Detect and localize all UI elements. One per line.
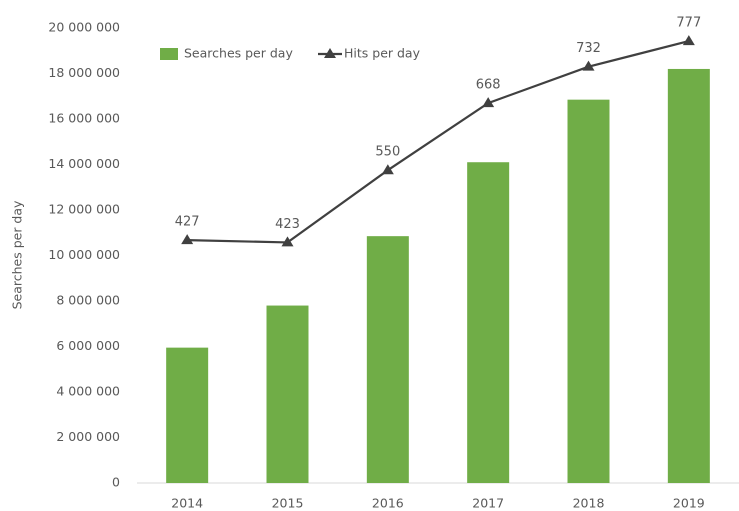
data-label: 423 (275, 217, 300, 232)
bar (467, 162, 510, 483)
data-label: 550 (375, 145, 400, 160)
x-tick-label: 2019 (673, 496, 705, 511)
bar (266, 305, 309, 483)
data-label: 777 (676, 16, 701, 31)
y-tick-label: 10 000 000 (48, 247, 120, 262)
y-tick-label: 12 000 000 (48, 202, 120, 217)
bar (366, 236, 409, 483)
y-tick-label: 18 000 000 (48, 65, 120, 80)
line-marker (482, 97, 495, 108)
data-label: 427 (175, 215, 200, 230)
line-marker (281, 236, 294, 247)
line-marker (181, 234, 194, 245)
legend-label: Hits per day (344, 46, 421, 61)
data-label: 668 (476, 78, 501, 93)
bar (667, 68, 710, 483)
y-tick-label: 20 000 000 (48, 20, 120, 35)
y-tick-label: 6 000 000 (56, 338, 120, 353)
legend-label: Searches per day (184, 46, 293, 61)
bar (567, 99, 610, 483)
y-tick-label: 8 000 000 (56, 293, 120, 308)
x-tick-label: 2017 (472, 496, 504, 511)
x-tick-label: 2015 (272, 496, 304, 511)
line (187, 40, 690, 244)
x-tick-label: 2014 (171, 496, 203, 511)
line-marker (582, 60, 595, 71)
y-axis-title: Searches per day (10, 200, 25, 309)
y-tick-label: 4 000 000 (56, 384, 120, 399)
legend-swatch (160, 48, 178, 60)
x-tick-label: 2018 (573, 496, 605, 511)
bar (166, 347, 209, 483)
legend-marker (324, 48, 336, 58)
y-tick-label: 16 000 000 (48, 111, 120, 126)
y-tick-label: 0 (112, 475, 120, 490)
line-marker (381, 164, 394, 175)
line-marker (682, 35, 695, 46)
y-tick-label: 14 000 000 (48, 156, 120, 171)
data-label: 732 (576, 41, 601, 56)
y-tick-label: 2 000 000 (56, 429, 120, 444)
x-tick-label: 2016 (372, 496, 404, 511)
